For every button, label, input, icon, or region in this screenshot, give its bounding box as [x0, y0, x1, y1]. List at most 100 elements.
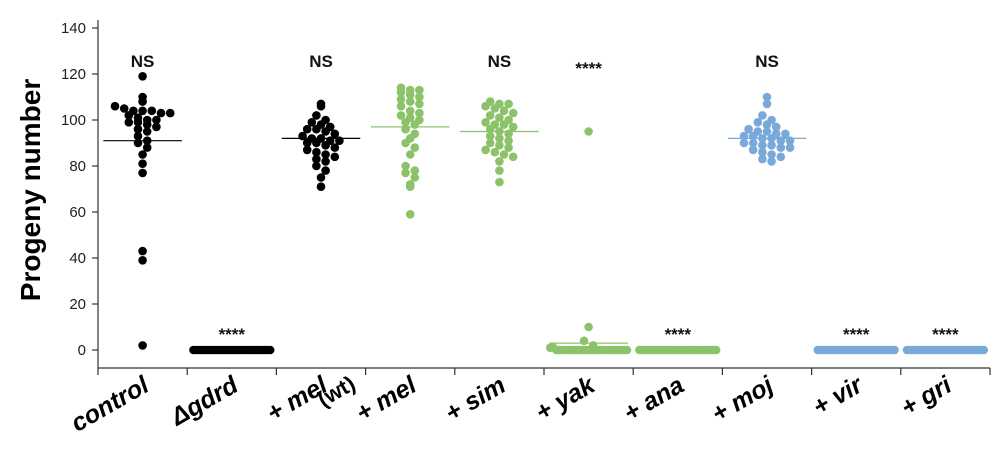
- data-point: [753, 118, 763, 127]
- data-point: [405, 182, 415, 191]
- data-point: [758, 141, 767, 150]
- data-point: [481, 101, 490, 111]
- data-point: [785, 143, 795, 152]
- data-point: [265, 345, 275, 355]
- data-point: [410, 143, 420, 152]
- data-point: [138, 106, 147, 116]
- data-point: [748, 138, 758, 148]
- data-point: [762, 127, 772, 136]
- data-point: [330, 152, 340, 162]
- data-point: [495, 166, 504, 175]
- data-point: [321, 166, 330, 175]
- data-point: [504, 99, 513, 109]
- data-point: [495, 177, 504, 187]
- data-point: [485, 131, 495, 141]
- data-point: [410, 166, 420, 175]
- data-point: [758, 134, 767, 143]
- data-point: [302, 145, 312, 155]
- data-point: [499, 120, 509, 129]
- data-point: [499, 150, 509, 159]
- data-point: [138, 168, 147, 178]
- data-point: [776, 152, 786, 162]
- data-point: [415, 85, 424, 95]
- y-tick-label: 40: [69, 250, 86, 267]
- data-point: [302, 138, 312, 148]
- data-point: [133, 131, 143, 141]
- data-point: [298, 131, 307, 141]
- data-point: [142, 120, 152, 129]
- x-axis: [97, 367, 991, 375]
- data-point: [321, 141, 330, 150]
- data-point: [316, 173, 326, 182]
- data-point: [415, 92, 424, 102]
- y-tick-label: 20: [69, 296, 86, 313]
- data-point: [767, 134, 776, 143]
- category-label: Δgdrd: [165, 371, 243, 432]
- data-point: [739, 138, 749, 148]
- data-point: [142, 143, 152, 152]
- data-point: [401, 161, 410, 171]
- data-point: [739, 131, 749, 141]
- data-point: [508, 152, 518, 162]
- data-point: [781, 129, 790, 139]
- data-point: [147, 106, 157, 116]
- data-point: [142, 136, 152, 145]
- data-point: [138, 159, 147, 168]
- significance-label: NS: [131, 52, 155, 71]
- category-label: control: [66, 370, 154, 437]
- category-labels: control Δgdrd + mel(wt)+ mel + sim + yak + an…: [66, 370, 957, 437]
- group-3: [370, 83, 450, 219]
- data-point: [396, 101, 406, 111]
- data-point: [405, 90, 415, 99]
- significance-label: NS: [755, 52, 779, 71]
- data-point: [152, 115, 161, 125]
- y-tick-label: 140: [61, 20, 86, 37]
- data-point: [401, 168, 410, 178]
- group-5: ****: [545, 59, 632, 355]
- data-point: [119, 104, 129, 113]
- data-point: [316, 101, 326, 111]
- category-label: + moj: [707, 370, 779, 428]
- data-point: [138, 341, 147, 350]
- data-point: [138, 255, 147, 265]
- significance-label: ****: [843, 325, 870, 344]
- data-point: [584, 127, 593, 136]
- data-point: [138, 97, 147, 106]
- group-2: NS: [281, 52, 361, 191]
- data-point: [495, 157, 504, 166]
- data-point: [396, 88, 406, 97]
- y-axis: 0 20 40 60 80 100 120 140: [61, 20, 99, 368]
- group-7: NS: [727, 52, 807, 166]
- y-tick-label: 100: [61, 112, 86, 129]
- data-point: [396, 111, 406, 120]
- data-point: [495, 134, 504, 143]
- data-point: [335, 136, 344, 145]
- significance-label: ****: [575, 59, 602, 78]
- data-point: [767, 141, 776, 150]
- data-point: [495, 141, 504, 150]
- data-point: [133, 124, 143, 134]
- data-point: [321, 150, 330, 159]
- significance-label: NS: [309, 52, 333, 71]
- data-point: [401, 118, 410, 127]
- data-point: [485, 124, 495, 134]
- category-label: + yak: [531, 370, 601, 426]
- data-point: [622, 345, 632, 355]
- data-point: [312, 154, 321, 164]
- data-point: [890, 345, 899, 355]
- data-point: [490, 104, 500, 113]
- data-point: [758, 111, 767, 120]
- data-point: [415, 99, 424, 109]
- data-point: [504, 143, 513, 152]
- data-point: [110, 101, 120, 111]
- data-point: [485, 111, 495, 120]
- data-point: [758, 154, 767, 164]
- data-point: [302, 124, 312, 134]
- data-point: [405, 210, 415, 219]
- data-point: [142, 127, 152, 136]
- data-point: [481, 145, 490, 155]
- significance-label: ****: [932, 325, 959, 344]
- data-point: [138, 72, 147, 81]
- data-point: [579, 336, 589, 346]
- data-point: [785, 136, 795, 145]
